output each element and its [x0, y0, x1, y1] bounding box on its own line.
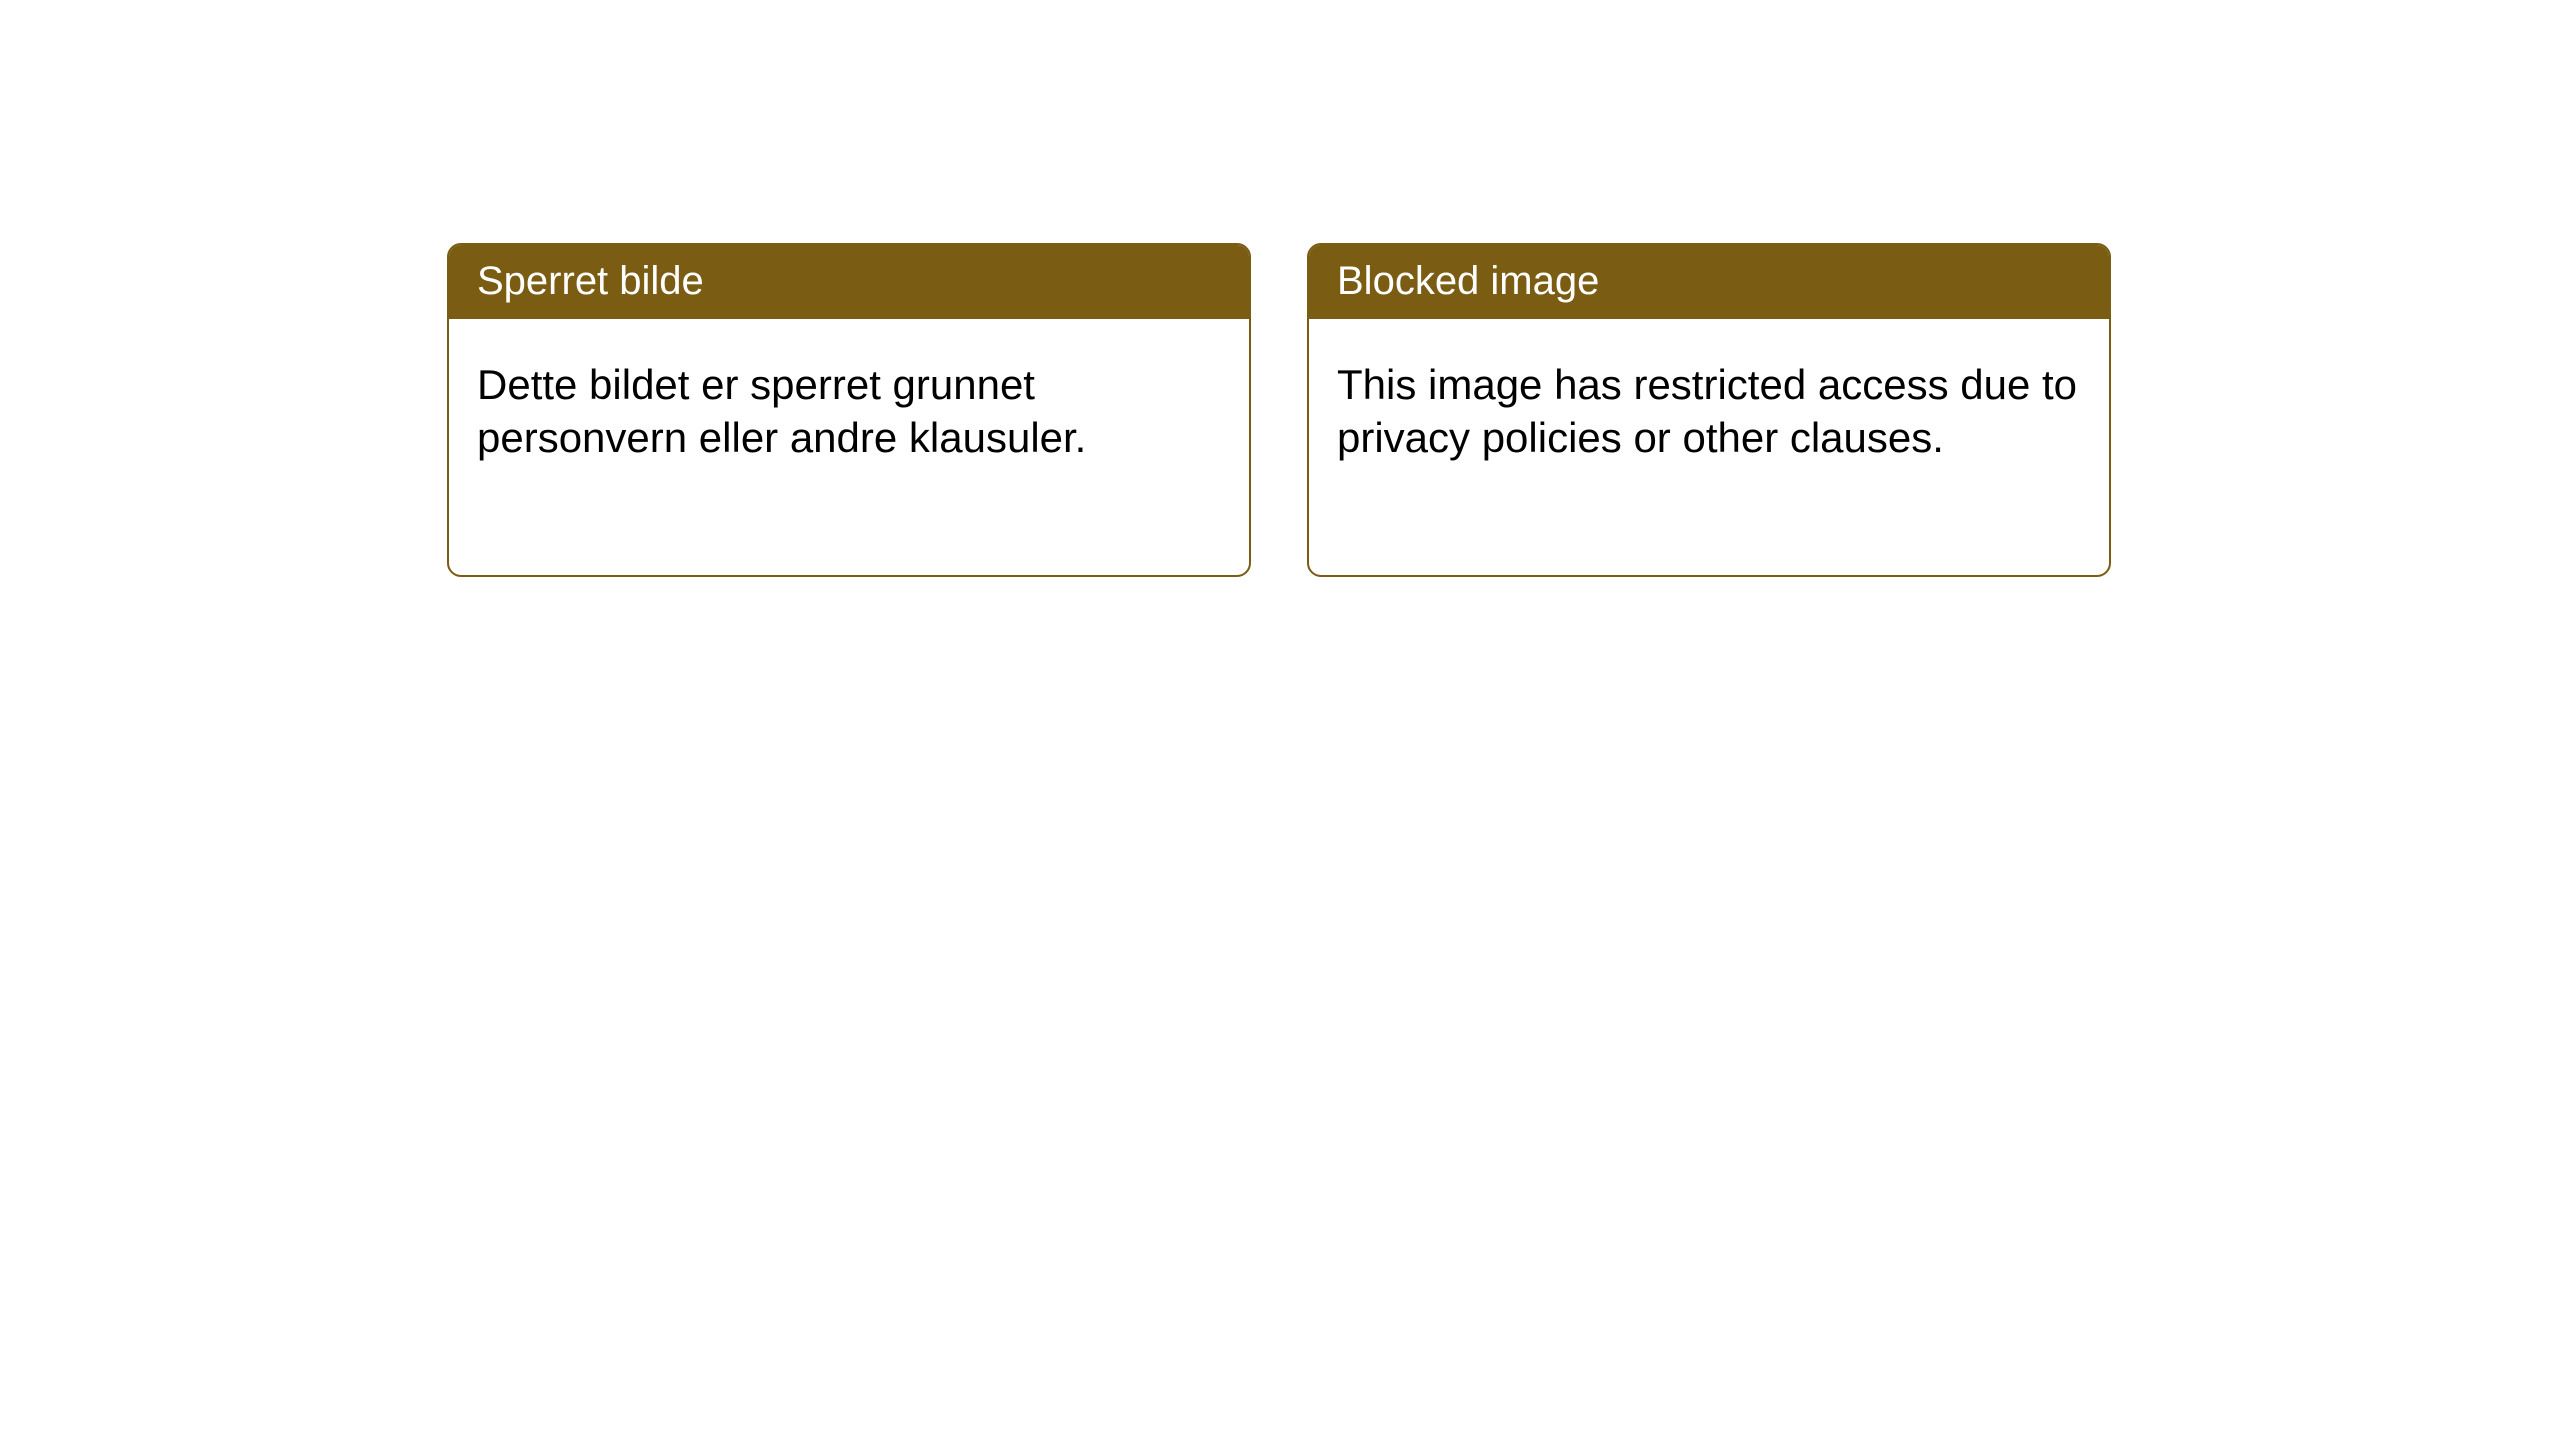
card-body: This image has restricted access due to …: [1309, 319, 2109, 492]
notice-card-norwegian: Sperret bilde Dette bildet er sperret gr…: [447, 243, 1251, 577]
notice-card-english: Blocked image This image has restricted …: [1307, 243, 2111, 577]
card-header: Sperret bilde: [449, 245, 1249, 319]
card-title: Sperret bilde: [477, 259, 704, 303]
card-body-text: Dette bildet er sperret grunnet personve…: [477, 361, 1086, 461]
card-body: Dette bildet er sperret grunnet personve…: [449, 319, 1249, 492]
card-title: Blocked image: [1337, 259, 1599, 303]
card-body-text: This image has restricted access due to …: [1337, 361, 2077, 461]
notice-container: Sperret bilde Dette bildet er sperret gr…: [0, 0, 2560, 577]
card-header: Blocked image: [1309, 245, 2109, 319]
